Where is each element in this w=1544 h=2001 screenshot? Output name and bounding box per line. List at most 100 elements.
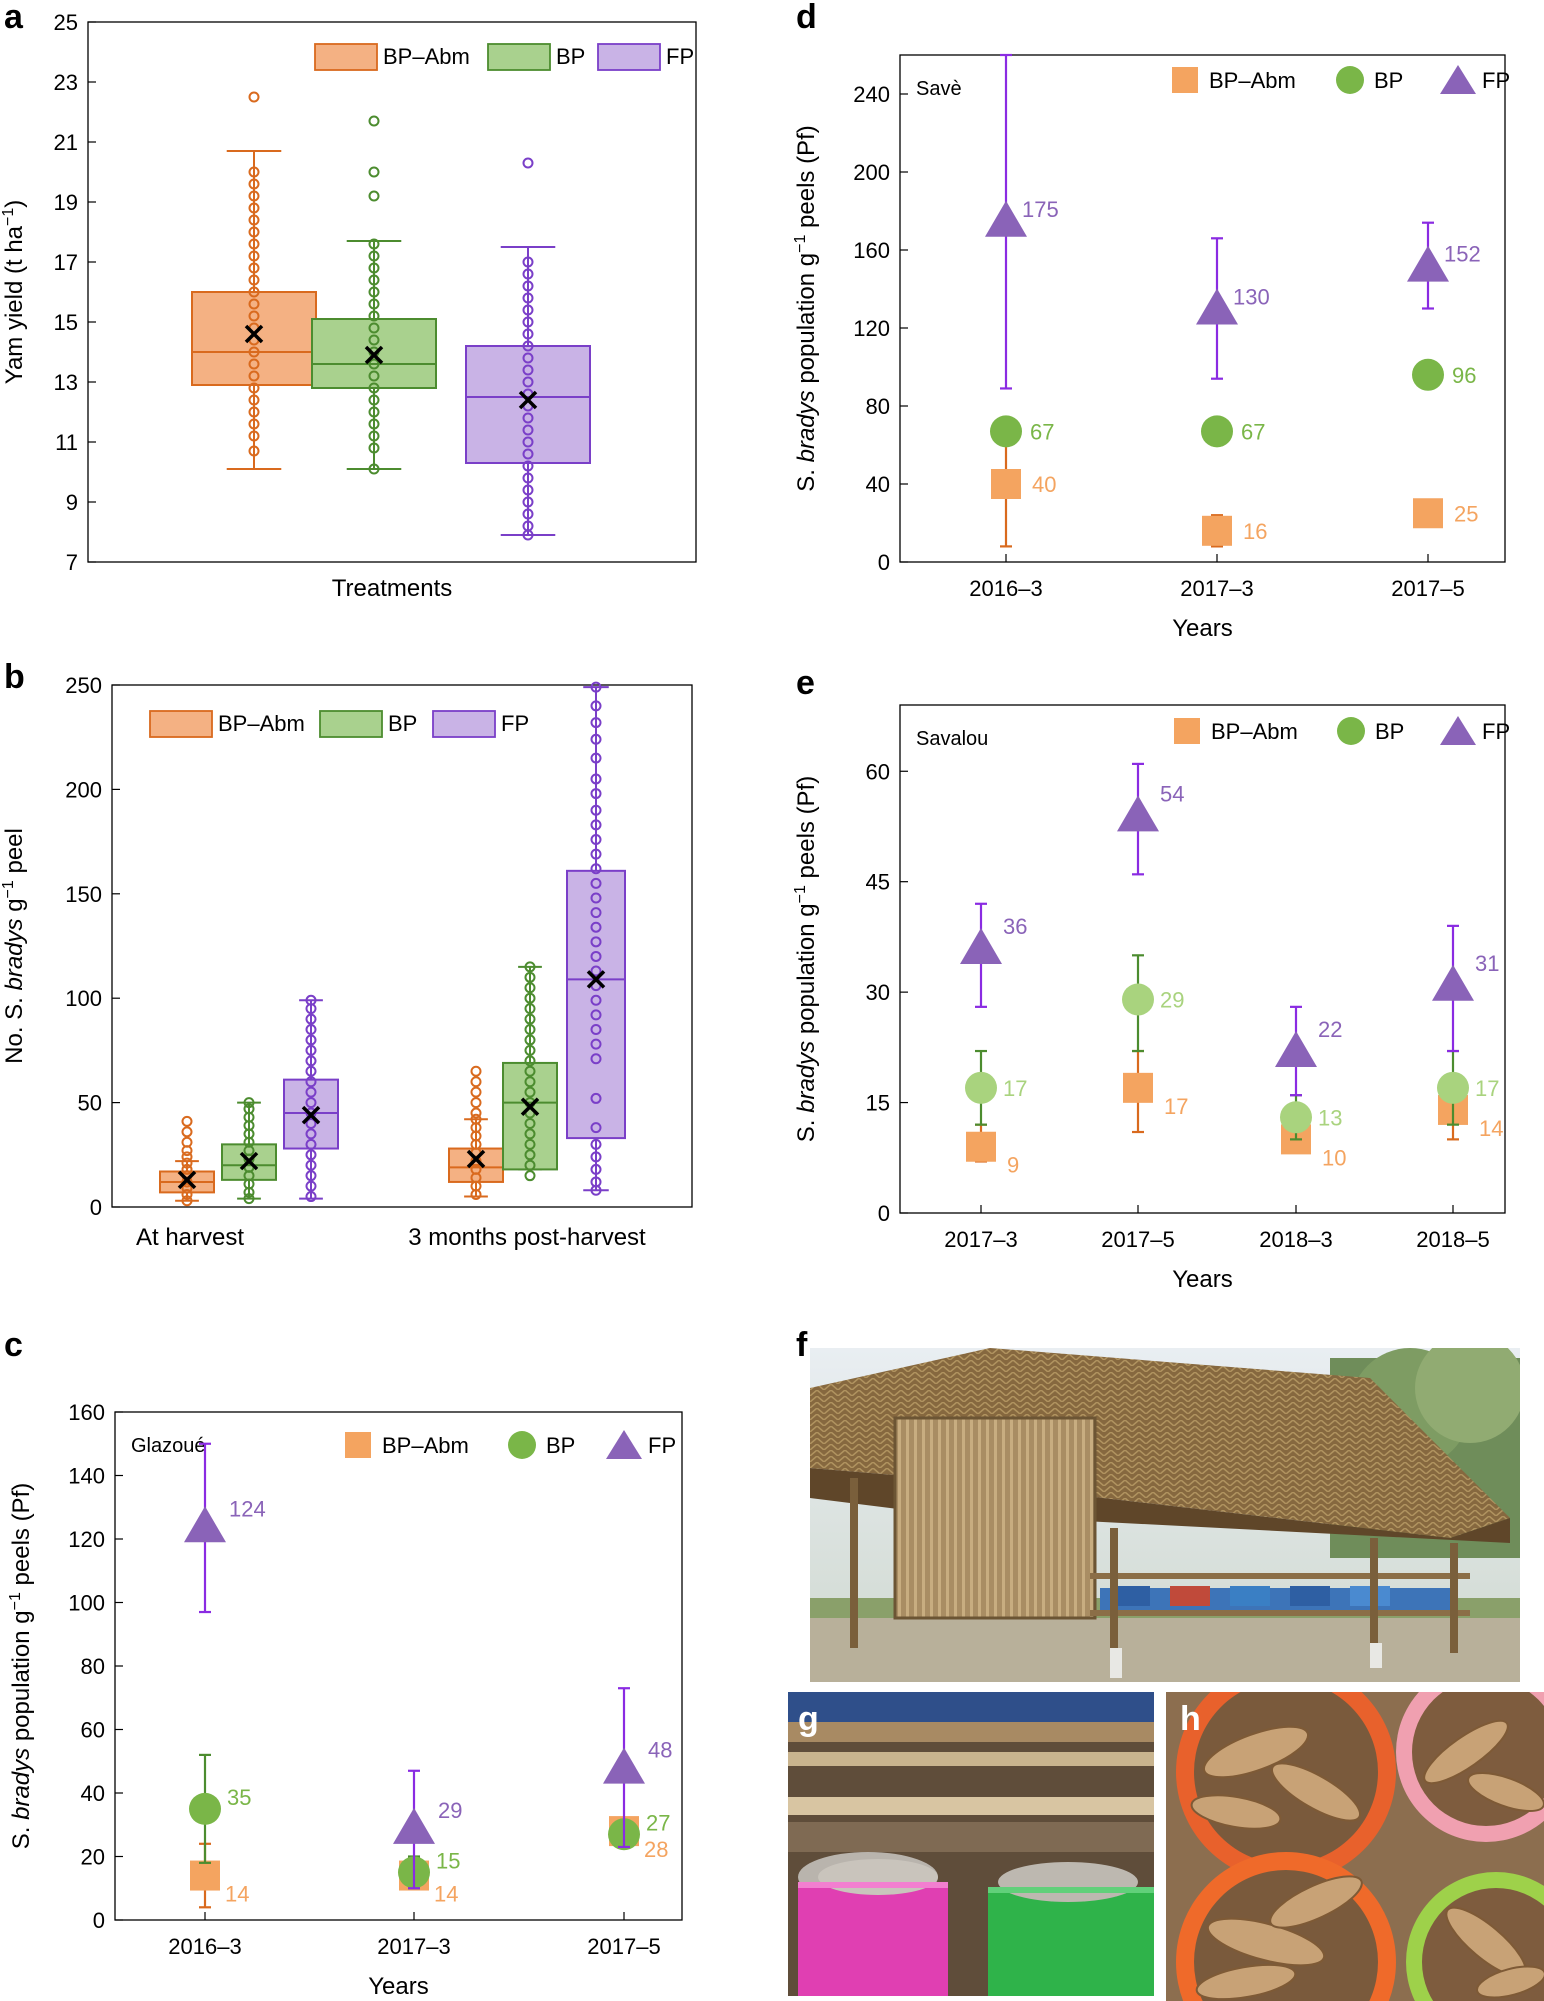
chart-e-ytick-label: 30	[866, 980, 890, 1005]
chart-b-ylabel-part: peel	[1, 828, 28, 880]
chart-b-legend-label: BP–Abm	[218, 711, 305, 736]
chart-a-data-point	[522, 460, 534, 472]
chart-e-marker-triangle	[1117, 795, 1159, 832]
chart-b-data-point	[524, 982, 536, 994]
chart-b-data-point	[524, 1149, 536, 1161]
chart-b-group-label: At harvest	[136, 1224, 244, 1251]
chart-a-data-point	[368, 394, 380, 406]
chart-a-data-point	[522, 436, 534, 448]
chart-a-data-point	[248, 445, 260, 457]
chart-b-iqr-box	[502, 1061, 558, 1171]
chart-b-data-point	[590, 892, 602, 904]
chart-b-data-point	[305, 1180, 317, 1192]
chart-e-legend-square	[1174, 718, 1200, 744]
chart-a-data-point	[522, 268, 534, 280]
chart-a-data-point	[522, 328, 534, 340]
chart-b-data-point	[305, 1044, 317, 1056]
chart-a-data-point	[248, 286, 260, 298]
chart-a-data-point	[248, 310, 260, 322]
chart-e-xtick-label: 2018–3	[1259, 1227, 1332, 1252]
chart-b-data-point	[305, 1003, 317, 1015]
chart-d-ytick-label: 40	[866, 472, 890, 497]
chart-a-data-point	[522, 364, 534, 376]
chart-d-xtick-label: 2017–5	[1391, 576, 1464, 601]
chart-e-marker-triangle	[960, 927, 1002, 964]
chart-c-ytick-label: 100	[68, 1591, 105, 1616]
chart-c-xtick-label: 2017–5	[587, 1934, 660, 1959]
chart-d-legend-label: BP–Abm	[1209, 68, 1296, 93]
chart-b-data-point	[524, 1138, 536, 1150]
photo-storage-barn	[810, 1348, 1520, 1682]
chart-b-data-point	[524, 961, 536, 973]
chart-b-data-point	[590, 717, 602, 729]
photo-letter-h: h	[1180, 1700, 1201, 1738]
chart-e-data-label: 14	[1479, 1116, 1503, 1141]
chart-e-marker-square	[1123, 1072, 1153, 1103]
chart-a-data-point	[368, 370, 380, 382]
panel-letter-a: a	[4, 0, 23, 36]
chart-a-ytick-label: 25	[54, 10, 78, 35]
chart-d-data-label: 67	[1241, 419, 1265, 444]
photo-yam-tubers: h	[1166, 1692, 1544, 2001]
chart-e-ylabel-part: S.	[793, 1113, 820, 1142]
chart-b-data-point	[181, 1188, 193, 1200]
chart-a-ytick-label: 13	[54, 370, 78, 395]
chart-e-data-label: 10	[1322, 1145, 1346, 1170]
chart-e-data-label: 54	[1160, 781, 1184, 806]
chart-b-data-point	[590, 1053, 602, 1065]
chart-e-data-label: 17	[1003, 1076, 1027, 1101]
photo-letter-g: g	[798, 1700, 819, 1738]
chart-a-data-point	[248, 166, 260, 178]
chart-a-legend-label: BP–Abm	[383, 44, 470, 69]
chart-d-legend-triangle	[1440, 65, 1476, 94]
chart-d-ytick-label: 0	[878, 550, 890, 575]
chart-e-ytick-label: 45	[866, 870, 890, 895]
chart-d-data-label: 40	[1032, 472, 1056, 497]
chart-b-data-point	[524, 1076, 536, 1088]
chart-c-legend-triangle	[606, 1430, 642, 1459]
chart-b-box-group	[221, 1097, 277, 1205]
chart-d-marker-triangle	[1196, 288, 1238, 325]
chart-b-data-point	[590, 804, 602, 816]
chart-a-data-point	[368, 190, 380, 202]
chart-a-data-point	[248, 91, 260, 103]
chart-c-ytick-label: 140	[68, 1464, 105, 1489]
chart-c-ylabel-part: bradys	[8, 1748, 35, 1820]
chart-b-data-point	[305, 1086, 317, 1098]
chart-b-data-point	[524, 1024, 536, 1036]
chart-b-data-point	[305, 1097, 317, 1109]
chart-a-ytick-label: 21	[54, 130, 78, 155]
chart-d-ytick-label: 240	[853, 82, 890, 107]
chart-c-data-label: 15	[436, 1848, 460, 1873]
chart-b-data-point	[470, 1076, 482, 1088]
chart-e-ylabel: S. bradys population g−1 peels (Pf)	[792, 776, 820, 1142]
chart-b-data-point	[590, 1092, 602, 1104]
chart-a-data-point	[248, 250, 260, 262]
chart-c-data-label: 27	[646, 1810, 670, 1835]
chart-b-data-point	[590, 1038, 602, 1050]
chart-b-data-point	[305, 1065, 317, 1077]
chart-b-data-point	[305, 1128, 317, 1140]
chart-c-marker-circle	[189, 1792, 221, 1825]
chart-a-ytick-label: 23	[54, 70, 78, 95]
chart-e-data-label: 36	[1003, 914, 1027, 939]
chart-a-mean-marker	[364, 345, 384, 365]
chart-b-data-point	[181, 1145, 193, 1157]
chart-c-data-label: 14	[225, 1882, 249, 1907]
chart-b-ylabel-part: −1	[0, 880, 17, 898]
chart-a-data-point	[368, 442, 380, 454]
chart-c-data-label: 28	[644, 1837, 668, 1862]
chart-b-mean-marker	[520, 1097, 540, 1117]
chart-e-marker-circle	[1122, 983, 1154, 1016]
chart-b-data-point	[305, 1024, 317, 1036]
chart-b-mean-marker	[466, 1149, 486, 1169]
chart-b-data-point	[590, 681, 602, 693]
chart-b-data-point	[305, 1138, 317, 1150]
chart-a-data-point	[522, 280, 534, 292]
chart-d-ytick-label: 200	[853, 160, 890, 185]
chart-a-legend-swatch	[487, 43, 551, 71]
chart-b-data-point	[590, 848, 602, 860]
chart-c-xlabel: Years	[368, 1973, 429, 2000]
chart-b-data-point	[590, 788, 602, 800]
